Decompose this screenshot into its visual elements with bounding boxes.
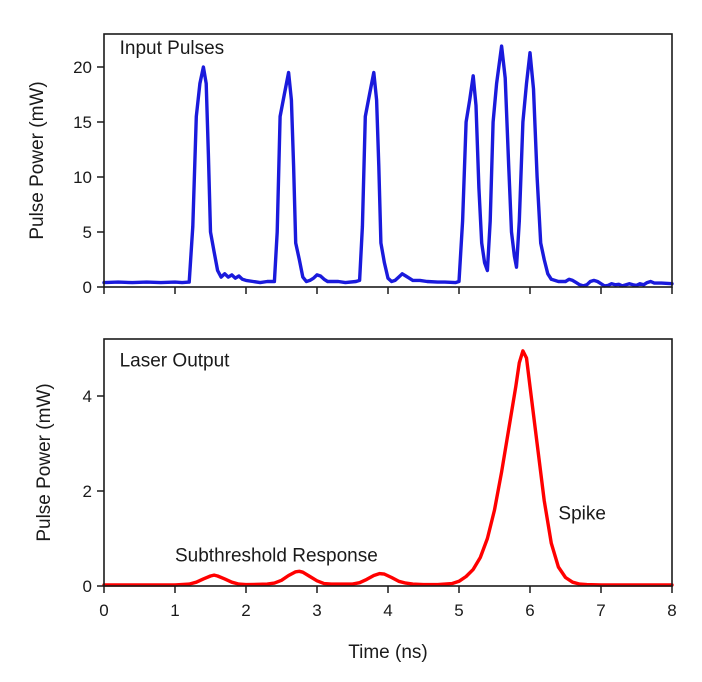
y-tick-label: 2 bbox=[83, 482, 92, 501]
y-tick-label: 0 bbox=[83, 577, 92, 596]
x-tick-label: 7 bbox=[596, 601, 605, 620]
annotation-spike: Spike bbox=[558, 504, 606, 525]
y-axis-label: Pulse Power (mW) bbox=[27, 81, 48, 239]
x-axis-label: Time (ns) bbox=[348, 642, 428, 663]
y-tick-label: 20 bbox=[73, 58, 92, 77]
plot-frame bbox=[103, 33, 673, 288]
x-tick-label: 5 bbox=[454, 601, 463, 620]
series-line bbox=[102, 44, 674, 288]
y-tick-label: 0 bbox=[83, 278, 92, 297]
y-axis-label: Pulse Power (mW) bbox=[34, 383, 55, 541]
y-tick-label: 15 bbox=[73, 113, 92, 132]
x-tick-label: 4 bbox=[383, 601, 392, 620]
x-tick-label: 1 bbox=[170, 601, 179, 620]
input-pulses-panel: 0 5 10 15 20 Pulse Power (mW) Input Pulses bbox=[27, 33, 674, 297]
annotation-laser-output: Laser Output bbox=[120, 351, 231, 372]
series-line bbox=[102, 349, 674, 587]
y-tick-label: 10 bbox=[73, 168, 92, 187]
x-tick-label: 6 bbox=[525, 601, 534, 620]
x-tick-label: 0 bbox=[99, 601, 108, 620]
x-tick-label: 3 bbox=[312, 601, 321, 620]
laser-output-panel: 0 1 2 3 4 5 6 7 8 0 2 4 Pulse Power (mW) Time (ns) Las… bbox=[34, 338, 677, 663]
annotation-subthreshold-response: Subthreshold Response bbox=[175, 545, 378, 566]
y-tick-label: 5 bbox=[83, 223, 92, 242]
y-tick-label: 4 bbox=[83, 387, 92, 406]
annotation-input-pulses: Input Pulses bbox=[120, 38, 225, 59]
x-tick-label: 2 bbox=[241, 601, 250, 620]
x-tick-label: 8 bbox=[667, 601, 676, 620]
